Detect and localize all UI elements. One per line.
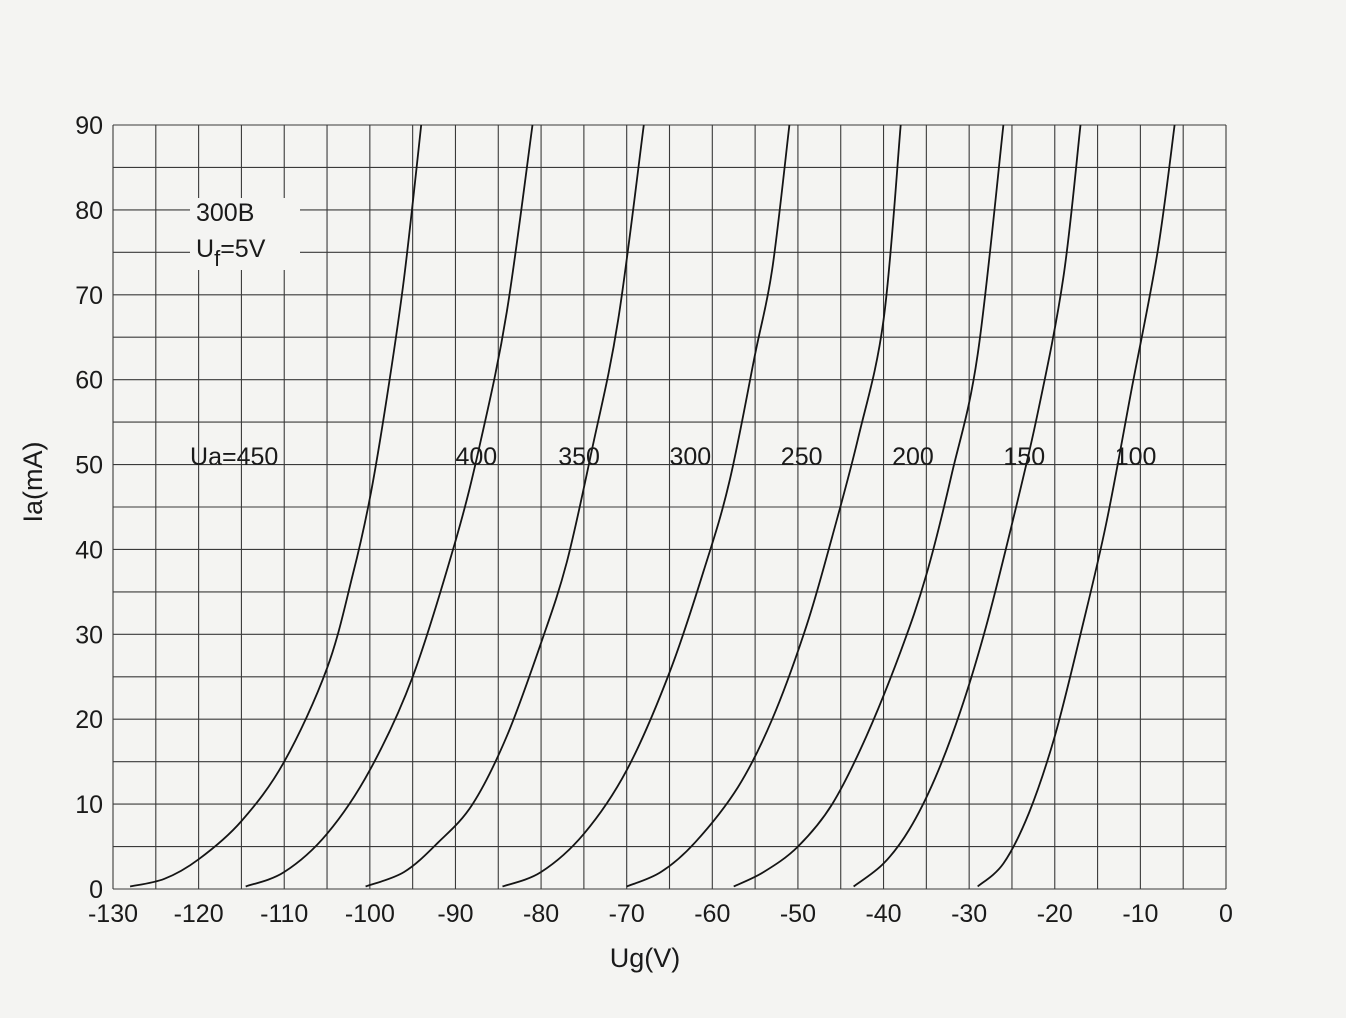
series-label: 200 [892, 443, 934, 471]
y-tick-label: 10 [75, 791, 103, 819]
grid [112, 124, 1227, 890]
x-tick-label: -120 [174, 900, 224, 928]
curve-200 [733, 124, 1005, 888]
filament-voltage: Uf=5V [196, 235, 266, 271]
filament-subscript: f [214, 246, 221, 271]
y-tick-label: 70 [75, 282, 103, 310]
curve-ua450 [129, 124, 423, 888]
series-label: 400 [455, 443, 497, 471]
x-tick-label: -130 [88, 900, 138, 928]
curve-250 [626, 124, 902, 888]
x-tick-labels: -130 -120 -110 -100 -90 -80 -70 -60 -50 -40 -30 -20… [88, 900, 1233, 928]
filament-main: U [196, 235, 214, 263]
series-label: 350 [558, 443, 600, 471]
y-tick-label: 20 [75, 706, 103, 734]
curve-100 [977, 124, 1176, 888]
series-label: 300 [670, 443, 712, 471]
tube-name: 300B [196, 199, 254, 227]
y-tick-label: 90 [75, 112, 103, 140]
y-tick-label: 60 [75, 367, 103, 395]
series-label: 250 [781, 443, 823, 471]
x-axis-title: Ug(V) [610, 943, 681, 973]
x-tick-label: -20 [1037, 900, 1073, 928]
y-axis-title: Ia(mA) [18, 442, 48, 523]
series-label: Ua=450 [190, 443, 278, 471]
y-tick-labels: 0 10 20 30 40 50 60 70 80 90 [75, 112, 103, 904]
x-tick-label: -60 [694, 900, 730, 928]
curve-150 [853, 124, 1082, 888]
x-tick-label: -110 [260, 900, 308, 928]
x-tick-label: -70 [609, 900, 645, 928]
x-tick-label: -10 [1122, 900, 1158, 928]
series-labels: Ua=450 400 350 300 250 200 150 100 [190, 443, 1156, 471]
curve-400 [245, 124, 534, 888]
tube-annotation: 300B Uf=5V [190, 198, 300, 271]
y-tick-label: 50 [75, 452, 103, 480]
y-tick-label: 80 [75, 197, 103, 225]
series-label: 150 [1003, 443, 1045, 471]
curve-350 [365, 124, 645, 888]
y-tick-label: 40 [75, 536, 103, 564]
y-tick-label: 0 [89, 876, 103, 904]
filament-rest: =5V [220, 235, 266, 263]
x-tick-label: -100 [345, 900, 395, 928]
curve-300 [502, 124, 791, 888]
series-label: 100 [1115, 443, 1157, 471]
x-tick-label: 0 [1219, 900, 1233, 928]
x-tick-label: -30 [951, 900, 987, 928]
y-tick-label: 30 [75, 621, 103, 649]
curves [129, 124, 1176, 888]
x-tick-label: -80 [523, 900, 559, 928]
x-tick-label: -90 [437, 900, 473, 928]
x-tick-label: -50 [780, 900, 816, 928]
x-tick-label: -40 [865, 900, 901, 928]
